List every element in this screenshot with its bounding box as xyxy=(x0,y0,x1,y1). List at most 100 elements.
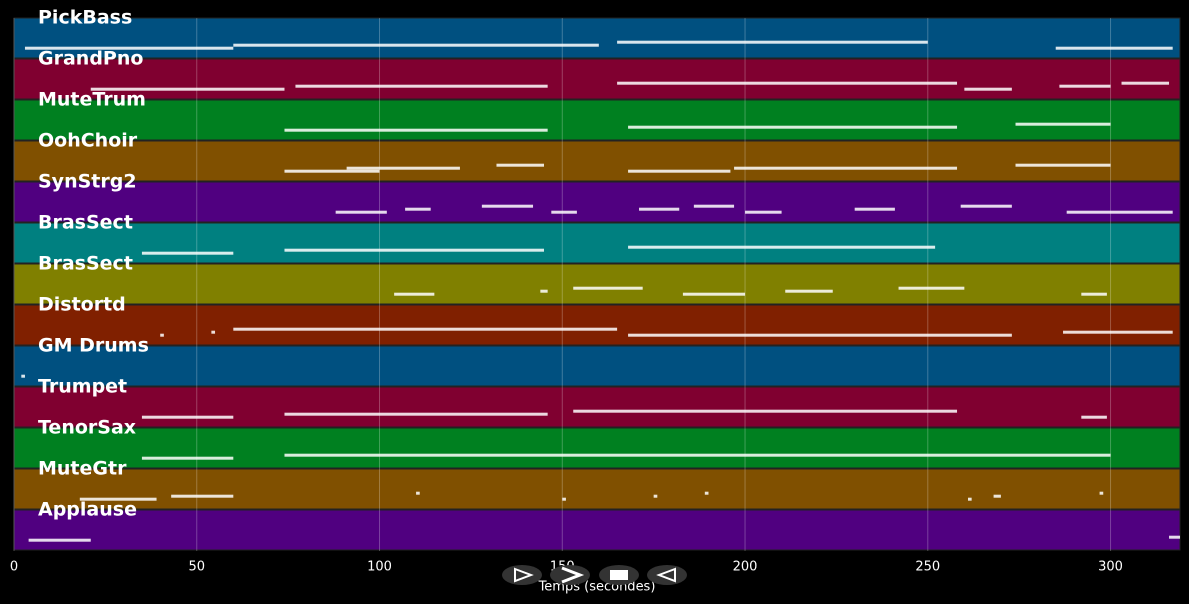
track-label: BrasSect xyxy=(38,253,133,275)
button[interactable] xyxy=(502,565,542,585)
note xyxy=(1099,491,1104,495)
note xyxy=(573,286,643,290)
track xyxy=(13,509,1181,551)
note xyxy=(211,330,216,334)
note xyxy=(284,453,1111,457)
track-label: OohChoir xyxy=(38,130,138,152)
note xyxy=(734,166,958,170)
note xyxy=(233,43,599,47)
note xyxy=(1066,210,1173,214)
track xyxy=(13,222,1181,264)
note xyxy=(960,204,1012,208)
x-tick-label: 300 xyxy=(1098,560,1123,575)
note xyxy=(745,210,782,214)
track xyxy=(13,99,1181,141)
track xyxy=(13,181,1181,223)
track xyxy=(13,427,1181,469)
note xyxy=(573,409,958,413)
note xyxy=(416,491,420,495)
track-label: PickBass xyxy=(38,7,132,29)
note xyxy=(1015,163,1111,167)
track-label: GM Drums xyxy=(38,335,149,357)
note xyxy=(284,169,380,173)
note xyxy=(1063,330,1173,334)
note xyxy=(335,210,387,214)
note xyxy=(141,251,234,255)
icon xyxy=(561,566,585,584)
note xyxy=(617,81,958,85)
note xyxy=(141,456,234,460)
player-controls[interactable] xyxy=(502,565,687,585)
note xyxy=(160,333,164,337)
tracks xyxy=(13,17,1181,551)
track xyxy=(13,140,1181,182)
track xyxy=(13,386,1181,428)
icon xyxy=(514,567,534,583)
note xyxy=(993,494,1001,498)
note xyxy=(639,207,680,211)
note xyxy=(1169,535,1180,539)
x-tick-label: 200 xyxy=(733,560,758,575)
note xyxy=(1059,84,1111,88)
note xyxy=(653,494,658,498)
note xyxy=(284,412,548,416)
note xyxy=(785,289,833,293)
note xyxy=(405,207,431,211)
note xyxy=(617,40,928,44)
note xyxy=(1121,81,1170,85)
note xyxy=(898,286,965,290)
track xyxy=(13,58,1181,100)
track-label: SynStrg2 xyxy=(38,171,137,193)
note xyxy=(295,84,548,88)
track-label: Trumpet xyxy=(38,376,127,398)
track-label: GrandPno xyxy=(38,48,143,70)
x-tick-label: 100 xyxy=(367,560,392,575)
grid xyxy=(13,18,1112,551)
labels: PickBass GrandPno MuteTrum OohChoir SynStrg2… xyxy=(10,7,1123,575)
track-label: Distortd xyxy=(38,294,126,316)
note xyxy=(682,292,746,296)
note xyxy=(964,87,1012,91)
note xyxy=(704,491,709,495)
track xyxy=(13,345,1181,387)
note xyxy=(24,46,234,50)
button[interactable] xyxy=(550,565,590,585)
track xyxy=(13,263,1181,305)
note xyxy=(481,204,534,208)
track-label: Applause xyxy=(38,499,137,521)
note xyxy=(1081,292,1107,296)
icon xyxy=(610,570,628,580)
track xyxy=(13,468,1181,510)
note xyxy=(1055,46,1173,50)
note xyxy=(90,87,285,91)
note xyxy=(854,207,895,211)
note xyxy=(394,292,435,296)
note xyxy=(233,327,618,331)
note xyxy=(346,166,460,170)
note xyxy=(628,125,958,129)
note xyxy=(628,169,731,173)
x-tick-label: 50 xyxy=(188,560,205,575)
note xyxy=(628,333,1012,337)
note xyxy=(284,248,544,252)
button[interactable] xyxy=(647,565,687,585)
track-label: MuteGtr xyxy=(38,458,127,480)
icon xyxy=(656,567,676,583)
x-tick-label: 250 xyxy=(915,560,940,575)
track xyxy=(13,304,1181,346)
note xyxy=(141,415,234,419)
notes xyxy=(21,40,1180,542)
note xyxy=(551,210,577,214)
note xyxy=(693,204,735,208)
note xyxy=(968,497,972,501)
note xyxy=(496,163,544,167)
note xyxy=(284,128,548,132)
note xyxy=(562,497,566,501)
note xyxy=(1015,122,1111,126)
note xyxy=(171,494,234,498)
track xyxy=(13,17,1181,59)
track-label: MuteTrum xyxy=(38,89,146,111)
note xyxy=(628,245,936,249)
